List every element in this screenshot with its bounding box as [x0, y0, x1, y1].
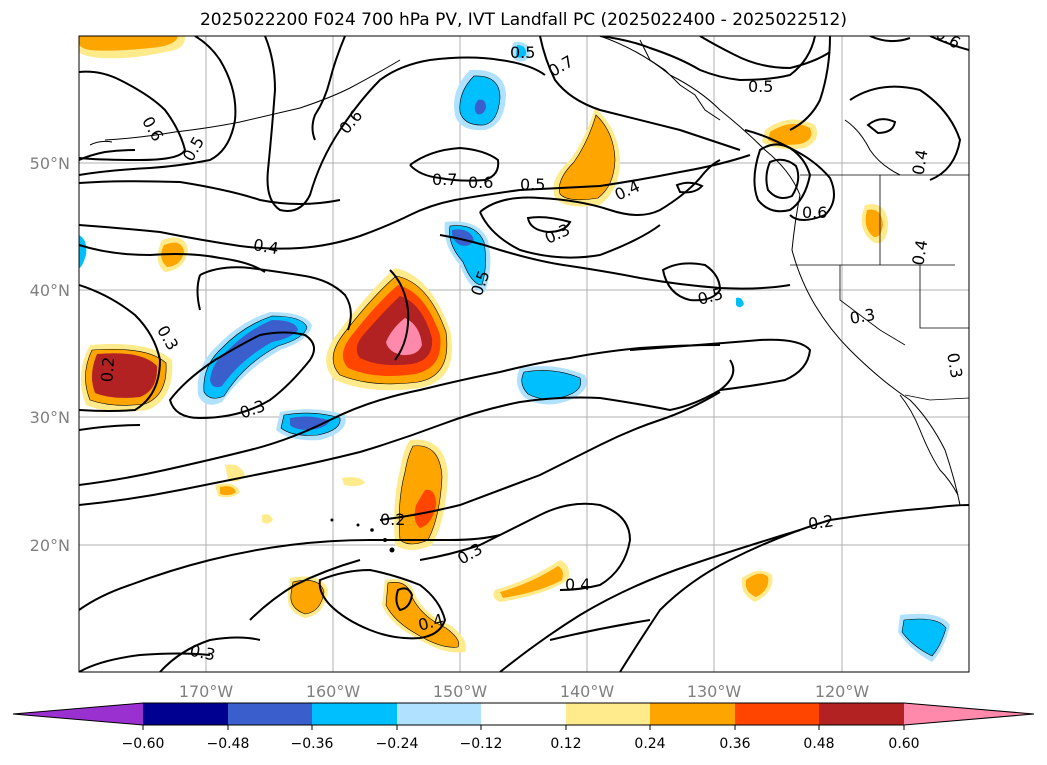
colorbar-tick-label: 0.12 — [550, 736, 581, 752]
coastlines — [89, 36, 969, 506]
contour-label: 0.4 — [908, 238, 931, 266]
longitude-tick-labels: 170°W 160°W 150°W 140°W 130°W 120°W — [179, 682, 870, 701]
lat-tick-label: 20°N — [30, 536, 70, 555]
colorbar-segment — [650, 703, 735, 725]
colorbar-tick-label: −0.12 — [460, 736, 503, 752]
pc-filled-contours — [79, 36, 950, 662]
contour-label: 0.4 — [252, 235, 280, 258]
contour-label: 0.5 — [510, 43, 535, 62]
colorbar-extend-high — [904, 703, 1034, 725]
colorbar-tick-label: −0.60 — [122, 736, 165, 752]
lon-tick-label: 130°W — [687, 682, 742, 701]
contour-label: 0.3 — [943, 351, 966, 379]
contour-label: 0.5 — [520, 175, 545, 194]
contour-label: 0.5 — [748, 77, 773, 96]
contour-label: 0.2 — [97, 356, 118, 383]
map-title: 2025022200 F024 700 hPa PV, IVT Landfall… — [199, 10, 847, 30]
lat-tick-label: 30°N — [30, 408, 70, 427]
contour-label: 0.6 — [802, 203, 827, 222]
contour-label: 0.2 — [807, 511, 835, 533]
colorbar-tick-label: 0.60 — [888, 736, 919, 752]
map-frame — [78, 35, 970, 673]
pv-contour-lines — [79, 36, 969, 672]
colorbar-segment — [735, 703, 819, 725]
colorbar-tick-label: 0.36 — [719, 736, 750, 752]
lon-tick-label: 160°W — [306, 682, 361, 701]
colorbar: −0.60 −0.48 −0.36 −0.24 −0.12 0.12 0.24 … — [12, 702, 1035, 752]
contour-label: 0.7 — [432, 170, 457, 189]
lat-tick-label: 50°N — [30, 154, 70, 173]
colorbar-tick-label: −0.36 — [291, 736, 334, 752]
colorbar-tick-label: −0.24 — [376, 736, 419, 752]
contour-label: 0.4 — [565, 575, 590, 594]
colorbar-segment — [397, 703, 481, 725]
colorbar-tick-label: 0.24 — [634, 736, 665, 752]
colorbar-segment — [228, 703, 312, 725]
contour-label: 0.3 — [188, 641, 217, 665]
contour-label: 0.6 — [468, 173, 493, 192]
north-america-coastline — [599, 36, 969, 506]
colorbar-tick-label: −0.48 — [207, 736, 250, 752]
colorbar-segment — [819, 703, 904, 725]
colorbar-segment — [566, 703, 650, 725]
graticule — [79, 36, 969, 672]
fill-outlines — [85, 75, 947, 657]
lat-tick-label: 40°N — [30, 281, 70, 300]
colorbar-extend-low — [13, 703, 143, 725]
colorbar-tick-label: 0.48 — [803, 736, 834, 752]
lon-tick-label: 140°W — [560, 682, 615, 701]
contour-label: 0.2 — [380, 510, 405, 529]
contour-label: 0.3 — [848, 305, 876, 328]
contour-label: 0.4 — [908, 148, 931, 176]
lon-tick-label: 120°W — [815, 682, 870, 701]
lon-tick-label: 150°W — [433, 682, 488, 701]
colorbar-segment — [481, 703, 566, 725]
lon-tick-label: 170°W — [179, 682, 234, 701]
colorbar-segment — [143, 703, 228, 725]
latitude-tick-labels: 50°N 40°N 30°N 20°N — [30, 154, 70, 555]
colorbar-segment — [312, 703, 397, 725]
